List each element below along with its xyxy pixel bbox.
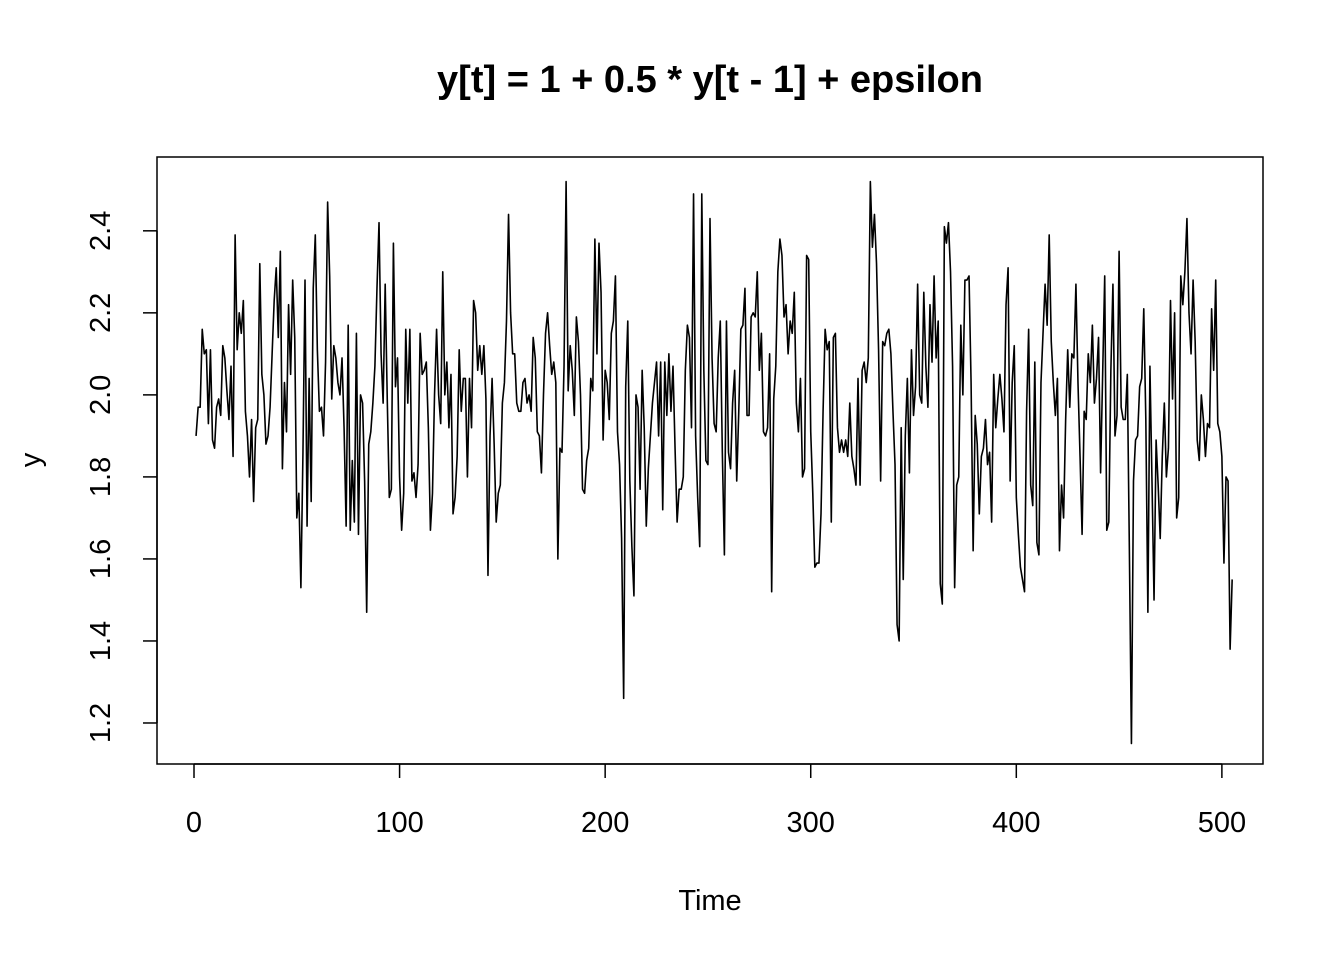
y-tick-label: 1.2 bbox=[85, 703, 117, 743]
chart-title: y[t] = 1 + 0.5 * y[t - 1] + epsilon bbox=[437, 59, 983, 101]
x-tick-label: 100 bbox=[375, 807, 423, 839]
series-line bbox=[195, 180, 1233, 745]
x-axis-label: Time bbox=[678, 885, 741, 917]
y-tick-label: 1.6 bbox=[85, 539, 117, 579]
x-tick-label: 200 bbox=[581, 807, 629, 839]
x-tick-label: 400 bbox=[992, 807, 1040, 839]
y-axis-label: y bbox=[15, 452, 47, 467]
y-tick-label: 2.2 bbox=[85, 293, 117, 333]
y-tick-label: 2.4 bbox=[85, 211, 117, 251]
x-tick-label: 0 bbox=[186, 807, 202, 839]
x-tick-label: 500 bbox=[1198, 807, 1246, 839]
y-axis: 1.2 1.4 1.6 1.8 2.0 2.2 2.4 bbox=[85, 211, 158, 743]
x-axis: 0 100 200 300 400 500 bbox=[186, 763, 1246, 839]
x-tick-label: 300 bbox=[787, 807, 835, 839]
y-tick-label: 2.0 bbox=[85, 375, 117, 415]
y-tick-label: 1.4 bbox=[85, 621, 117, 661]
y-tick-label: 1.8 bbox=[85, 457, 117, 497]
